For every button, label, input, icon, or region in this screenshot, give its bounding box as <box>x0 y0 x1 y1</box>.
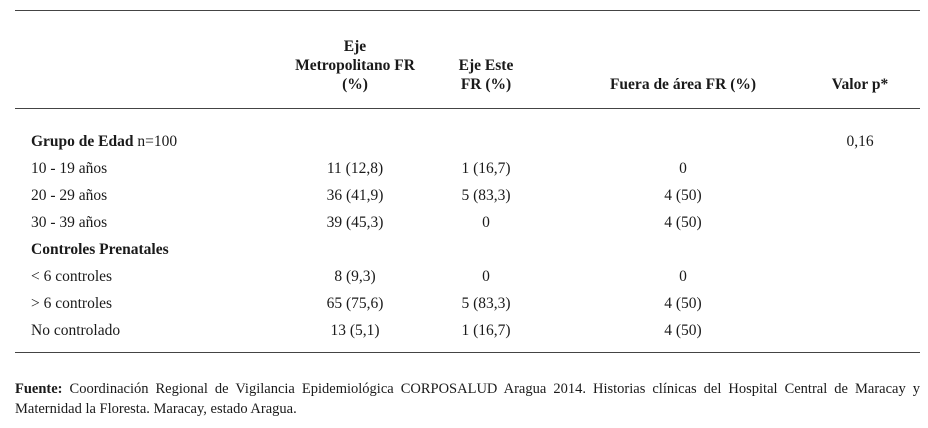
table-cell-c2: 5 (83,3) <box>461 295 511 312</box>
header-metropolitano-line-1: Eje <box>343 38 367 55</box>
row-label: < 6 controles <box>31 267 112 286</box>
table-cell-c1: 39 (45,3) <box>326 214 384 231</box>
row-label-text: 20 - 29 años <box>31 187 108 204</box>
row-label: 30 - 39 años <box>31 213 107 232</box>
table-cell-c3: 4 (50) <box>664 322 702 339</box>
row-label: 10 - 19 años <box>31 159 107 178</box>
bottom-rule <box>15 352 920 353</box>
footnote-label: Fuente: <box>15 381 63 397</box>
table-cell-c2: 1 (16,7) <box>461 160 511 177</box>
header-fuera-de-area: Fuera de área FR (%) <box>609 76 757 93</box>
table-cell-c3: 4 (50) <box>664 214 702 231</box>
row-label: 20 - 29 años <box>31 186 107 205</box>
row-label-suffix: n=100 <box>133 133 178 150</box>
header-metropolitano-line-3: (%) <box>342 76 368 93</box>
table-cell-c3: 0 <box>679 160 687 177</box>
row-label-text: 10 - 19 años <box>31 160 108 177</box>
row-label: > 6 controles <box>31 294 112 313</box>
header-rule <box>15 108 920 109</box>
table-cell-c3: 0 <box>679 268 687 285</box>
table-cell-c3: 4 (50) <box>664 187 702 204</box>
table-cell-c1: 11 (12,8) <box>326 160 384 177</box>
row-label-text: < 6 controles <box>31 268 113 285</box>
header-este-line-2: FR (%) <box>460 76 512 93</box>
table-cell-c2: 0 <box>482 214 490 231</box>
footnote: Fuente: Coordinación Regional de Vigilan… <box>15 379 920 419</box>
header-valor-p: Valor p* <box>831 76 889 93</box>
header-eje-este: Eje Este FR (%) <box>436 56 536 94</box>
table-cell-c1: 8 (9,3) <box>334 268 376 285</box>
table-cell-c4: 0,16 <box>846 133 874 150</box>
row-label: Grupo de Edad n=100 <box>31 132 177 151</box>
header-metropolitano-line-2: Metropolitano FR <box>295 57 415 74</box>
table-cell-c1: 36 (41,9) <box>326 187 384 204</box>
row-label-text: > 6 controles <box>31 295 113 312</box>
table-cell-c2: 0 <box>482 268 490 285</box>
top-rule <box>15 10 920 11</box>
row-label-text: Controles Prenatales <box>31 241 169 258</box>
table-cell-c1: 13 (5,1) <box>330 322 380 339</box>
row-label-text: Grupo de Edad <box>31 133 134 150</box>
table-cell-c2: 5 (83,3) <box>461 187 511 204</box>
header-este-line-1: Eje Este <box>458 57 514 74</box>
row-label-text: 30 - 39 años <box>31 214 108 231</box>
header-eje-metropolitano: Eje Metropolitano FR (%) <box>270 37 440 94</box>
row-label: No controlado <box>31 321 120 340</box>
row-label: Controles Prenatales <box>31 240 169 259</box>
table-cell-c1: 65 (75,6) <box>326 295 384 312</box>
table-cell-c2: 1 (16,7) <box>461 322 511 339</box>
table-cell-c3: 4 (50) <box>664 295 702 312</box>
row-label-text: No controlado <box>31 322 121 339</box>
footnote-text: Coordinación Regional de Vigilancia Epid… <box>15 381 920 417</box>
